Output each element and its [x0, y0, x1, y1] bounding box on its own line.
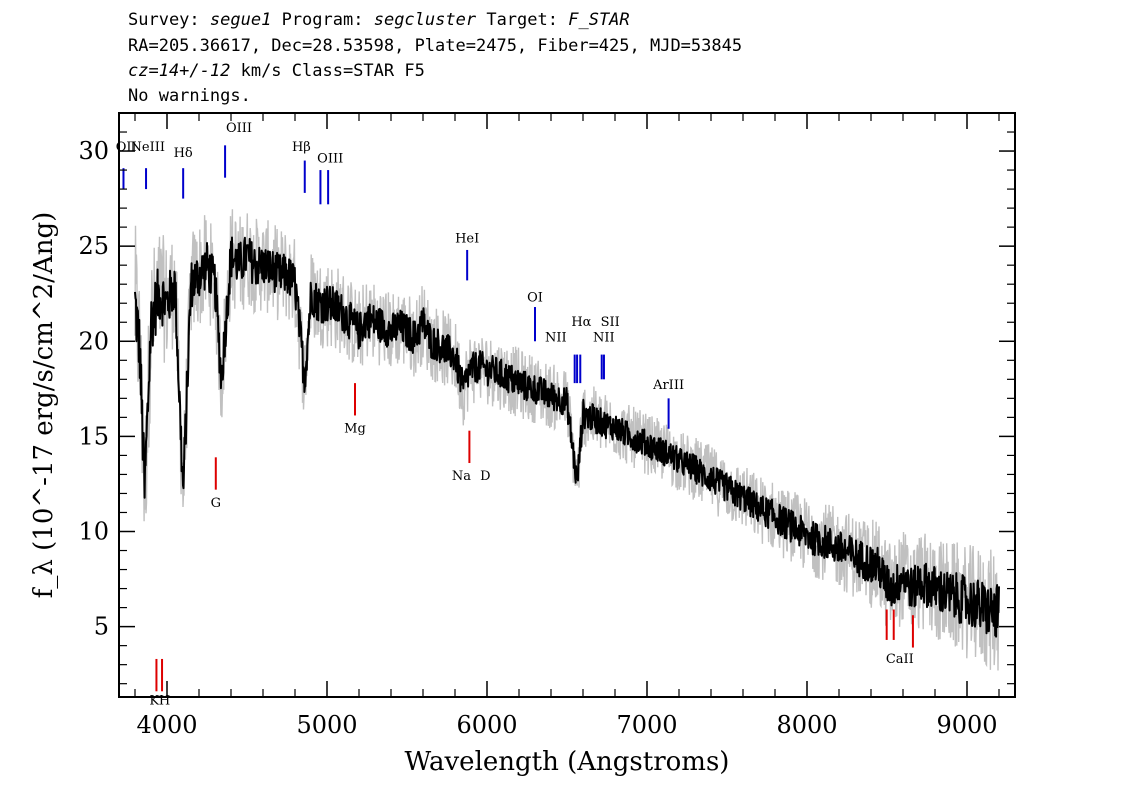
spectral-line-label: D: [480, 469, 490, 484]
program-value: segcluster: [373, 10, 477, 30]
header-coordinates-line: RA=205.36617, Dec=28.53598, Plate=2475, …: [128, 36, 743, 56]
header-warnings-line: No warnings.: [128, 86, 251, 106]
spectral-line-label: OIII: [317, 151, 343, 166]
header-survey-line: Survey: segue1 Program: segcluster Targe…: [128, 10, 630, 30]
x-tick-label: 4000: [136, 711, 197, 739]
spectral-line-label: H: [159, 694, 170, 709]
survey-value: segue1: [209, 10, 272, 30]
header-redshift-line: cz=14+/-12 km/s Class=STAR F5: [128, 61, 425, 81]
target-label: Target:: [486, 10, 558, 30]
spectral-line-label: CaII: [886, 652, 914, 667]
spectral-line-label: HeI: [455, 231, 479, 246]
flux-series: [134, 236, 1000, 638]
spectral-line-label: ArIII: [652, 378, 684, 393]
spectral-line-label: NII: [593, 330, 615, 345]
spectral-line-label: Mg: [344, 422, 366, 437]
plot-frame: [118, 112, 1016, 698]
spectral-line-label: Hβ: [292, 140, 311, 155]
y-axis-title: f_λ (10^-17 erg/s/cm^2/Ang): [29, 212, 59, 598]
spectral-line-label: Hδ: [174, 146, 193, 161]
target-value: F_STAR: [568, 10, 630, 30]
spectral-line-markers: [122, 145, 914, 692]
y-tick-label: 30: [78, 137, 109, 165]
axis-ticks: 4000 5000 6000 7000 8000 9000 5 10 15 20 25 30: [78, 113, 1015, 739]
y-tick-label: 20: [78, 327, 109, 355]
x-tick-label: 5000: [296, 711, 357, 739]
x-tick-label: 9000: [936, 711, 997, 739]
y-tick-label: 25: [78, 232, 109, 260]
spectral-line-label: G: [211, 496, 221, 511]
spectral-line-label: NII: [545, 330, 567, 345]
spectral-line-label: SII: [601, 315, 620, 330]
x-tick-label: 7000: [616, 711, 677, 739]
program-label: Program:: [281, 10, 364, 30]
spectral-line-label: Na: [452, 469, 471, 484]
y-tick-label: 10: [78, 518, 109, 546]
cz-value: cz=14+/-12: [128, 61, 231, 81]
x-axis-title: Wavelength (Angstroms): [405, 747, 730, 777]
x-tick-label: 8000: [776, 711, 837, 739]
spectral-line-label: OIII: [226, 121, 252, 136]
y-tick-label: 15: [78, 422, 109, 450]
spectral-line-label: OI: [527, 290, 543, 305]
y-tick-label: 5: [94, 613, 109, 641]
spectral-line-label: NeIII: [131, 140, 165, 155]
class-value: km/s Class=STAR F5: [230, 61, 425, 81]
spectral-line-label: K: [149, 694, 159, 709]
spectral-line-label: Hα: [571, 315, 591, 330]
x-tick-label: 6000: [456, 711, 517, 739]
flux-line: [134, 236, 1000, 638]
survey-label: Survey:: [128, 10, 200, 30]
